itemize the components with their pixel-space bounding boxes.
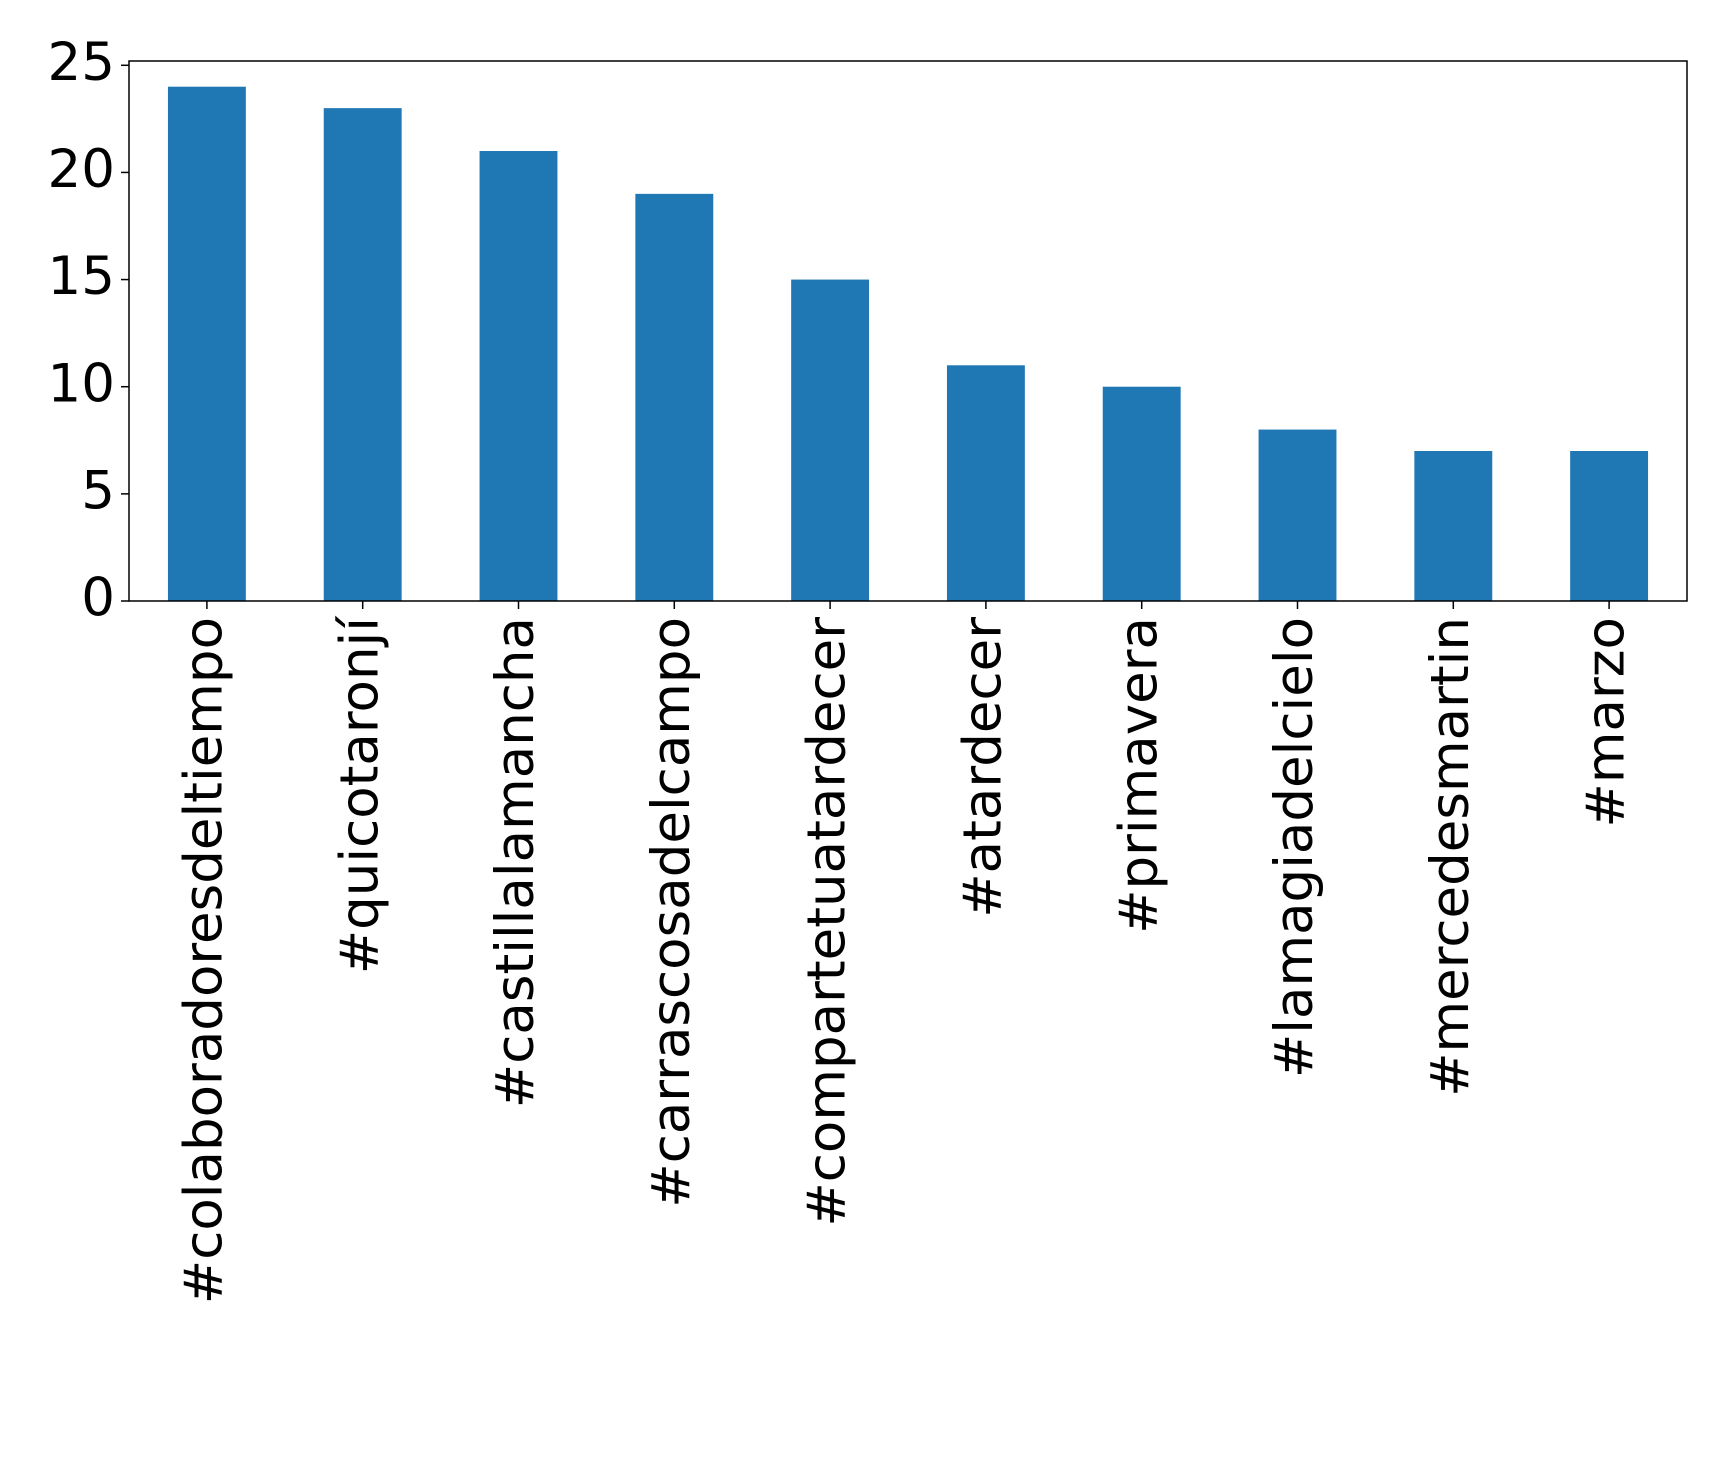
bar bbox=[1570, 451, 1649, 601]
bar bbox=[479, 151, 558, 601]
x-tick-label: #mercedesmartin bbox=[1420, 617, 1481, 1097]
x-tick-label: #marzo bbox=[1576, 617, 1637, 828]
bar bbox=[1102, 386, 1181, 601]
y-tick-label: 0 bbox=[81, 568, 115, 629]
bar bbox=[635, 193, 714, 601]
bar bbox=[791, 279, 870, 601]
x-tick-label: #castillalamancha bbox=[485, 617, 546, 1108]
x-tick-label: #lamagiadelcielo bbox=[1264, 617, 1325, 1078]
x-tick-label: #quicotaronjí bbox=[329, 615, 390, 975]
bar bbox=[1258, 429, 1337, 601]
y-tick-label: 15 bbox=[48, 246, 115, 307]
bar bbox=[167, 86, 246, 601]
x-tick-label: #carrascosadelcampo bbox=[641, 617, 702, 1208]
x-tick-label: #compartetuatardecer bbox=[797, 617, 858, 1227]
y-tick-label: 25 bbox=[48, 32, 115, 93]
y-tick-label: 5 bbox=[81, 460, 115, 521]
x-tick-label: #colaboradoresdeltiempo bbox=[174, 617, 235, 1304]
x-tick-label: #primavera bbox=[1108, 617, 1169, 934]
bar bbox=[323, 108, 402, 602]
bar bbox=[946, 365, 1025, 601]
y-tick-label: 20 bbox=[48, 139, 115, 200]
y-tick-label: 10 bbox=[48, 353, 115, 414]
bar bbox=[1414, 451, 1493, 601]
plot-frame bbox=[128, 60, 1688, 602]
x-tick-label: #atardecer bbox=[953, 617, 1014, 918]
